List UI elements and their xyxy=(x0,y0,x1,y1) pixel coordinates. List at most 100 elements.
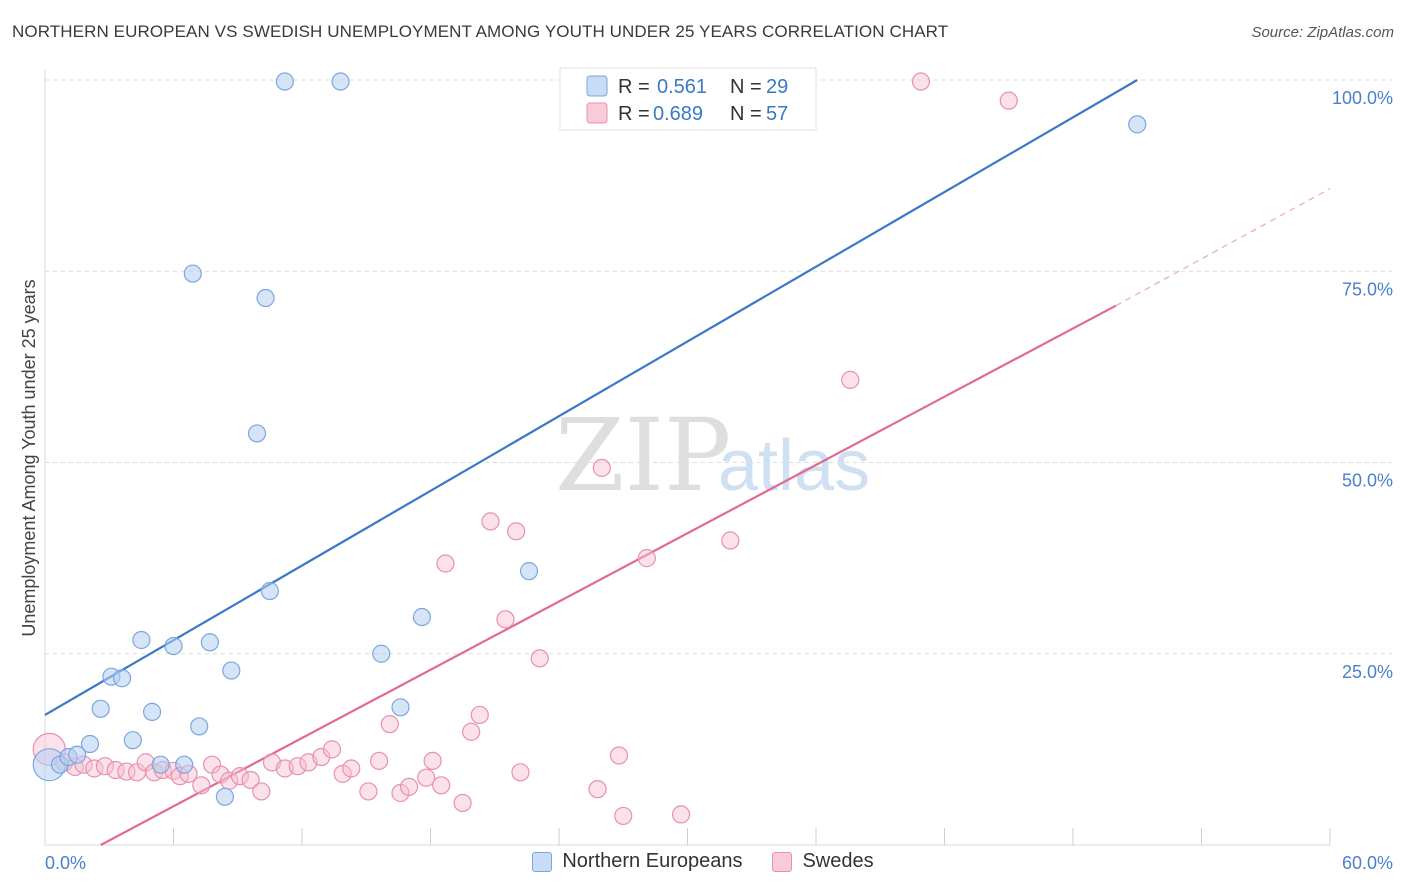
point-swedes xyxy=(417,768,436,787)
point-northern xyxy=(275,72,294,91)
point-northern xyxy=(247,424,267,443)
point-swedes xyxy=(423,751,442,770)
series-swatch-swedes xyxy=(772,851,793,872)
point-northern xyxy=(190,717,209,736)
trend-line-swedes xyxy=(100,304,1117,846)
point-swedes xyxy=(432,776,451,795)
gridlines xyxy=(45,79,1392,655)
point-swedes xyxy=(230,767,249,786)
point-swedes xyxy=(85,759,104,778)
series-label-swedes: Swedes xyxy=(802,850,874,872)
series-legend-swedes: Swedes xyxy=(772,850,874,873)
point-northern xyxy=(91,699,110,718)
point-northern xyxy=(391,698,410,717)
point-swedes xyxy=(359,782,378,801)
y-tick-labels: 25.0% 50.0% 75.0% 100.0% xyxy=(1332,88,1393,682)
point-swedes xyxy=(241,770,260,790)
point-northern xyxy=(68,745,87,764)
x-tick-label-min: 0.0% xyxy=(45,853,86,873)
x-tick-label-max: 60.0% xyxy=(1342,853,1393,873)
point-swedes xyxy=(507,522,526,541)
point-northern xyxy=(112,669,132,688)
point-swedes xyxy=(496,610,515,629)
point-swedes xyxy=(609,746,629,765)
point-swedes xyxy=(999,91,1018,110)
point-swedes xyxy=(462,722,481,741)
legend-r-value-northern: 0.561 xyxy=(657,76,707,98)
data-points xyxy=(32,72,1147,826)
legend-r-value-swedes: 0.689 xyxy=(653,103,703,125)
point-northern xyxy=(151,755,170,774)
point-swedes xyxy=(380,715,399,734)
source-credit: Source: ZipAtlas.com xyxy=(1251,24,1394,41)
x-ticks xyxy=(173,828,1331,845)
y-axis-label: Unemployment Among Youth under 25 years xyxy=(19,279,39,636)
watermark-atlas: atlas xyxy=(718,426,870,506)
legend-n-label-northern: N = xyxy=(730,76,762,98)
y-tick-label: 50.0% xyxy=(1342,471,1393,491)
point-swedes xyxy=(192,776,211,795)
point-swedes xyxy=(288,757,307,776)
point-northern xyxy=(175,755,194,774)
watermark-zip: ZIP xyxy=(555,397,731,514)
point-northern xyxy=(200,633,220,652)
chart-title: NORTHERN EUROPEAN VS SWEDISH UNEMPLOYMEN… xyxy=(12,22,949,41)
point-swedes xyxy=(322,740,342,759)
legend-n-label-swedes: N = xyxy=(730,103,762,125)
stats-legend: R = 0.561 N = 29 R = 0.689 N = 57 xyxy=(559,67,817,131)
trend-line-northern xyxy=(44,79,1138,716)
point-swedes xyxy=(470,705,489,725)
series-label-northern: Northern Europeans xyxy=(562,850,743,872)
point-swedes xyxy=(911,72,931,91)
point-swedes xyxy=(592,458,611,477)
point-swedes xyxy=(252,782,271,801)
y-tick-label: 100.0% xyxy=(1332,88,1393,108)
legend-n-value-northern: 29 xyxy=(766,76,788,98)
point-northern xyxy=(256,288,275,308)
point-swedes xyxy=(530,649,549,668)
trend-line-extension-swedes xyxy=(1115,188,1331,307)
point-northern xyxy=(123,731,142,750)
point-northern xyxy=(372,644,391,663)
point-northern xyxy=(260,581,279,601)
point-northern xyxy=(1128,115,1147,134)
point-northern xyxy=(519,562,539,581)
point-northern xyxy=(142,702,162,721)
legend-swatch-northern xyxy=(586,75,608,97)
point-swedes xyxy=(841,370,860,389)
point-northern xyxy=(132,630,151,650)
legend-n-value-swedes: 57 xyxy=(766,103,788,125)
point-northern xyxy=(80,734,100,754)
point-northern xyxy=(215,787,234,806)
watermark: ZIP atlas xyxy=(555,397,870,514)
point-swedes xyxy=(342,759,361,778)
point-northern xyxy=(183,264,202,283)
series-legend: Northern Europeans Swedes xyxy=(0,850,1406,873)
point-swedes xyxy=(436,554,455,573)
point-swedes xyxy=(721,531,740,550)
point-swedes xyxy=(637,549,656,568)
point-swedes xyxy=(671,805,691,824)
y-tick-label: 25.0% xyxy=(1342,662,1393,682)
legend-r-label-northern: R = xyxy=(618,76,650,98)
point-swedes xyxy=(399,777,419,796)
point-northern xyxy=(164,636,183,656)
point-swedes xyxy=(511,763,530,782)
point-swedes xyxy=(95,757,115,776)
legend-r-label-swedes: R = xyxy=(618,103,650,125)
point-northern xyxy=(331,72,350,91)
point-northern xyxy=(222,661,241,680)
y-tick-label: 75.0% xyxy=(1342,279,1393,299)
point-swedes xyxy=(481,512,500,531)
legend-swatch-swedes xyxy=(586,102,608,124)
trend-lines xyxy=(44,79,1331,846)
point-swedes xyxy=(453,793,472,813)
series-swatch-northern xyxy=(532,851,553,872)
point-swedes xyxy=(614,806,633,826)
point-swedes xyxy=(333,764,352,783)
point-swedes xyxy=(588,780,607,799)
point-northern xyxy=(412,607,432,627)
point-swedes xyxy=(370,751,389,770)
series-legend-northern: Northern Europeans xyxy=(532,850,742,873)
